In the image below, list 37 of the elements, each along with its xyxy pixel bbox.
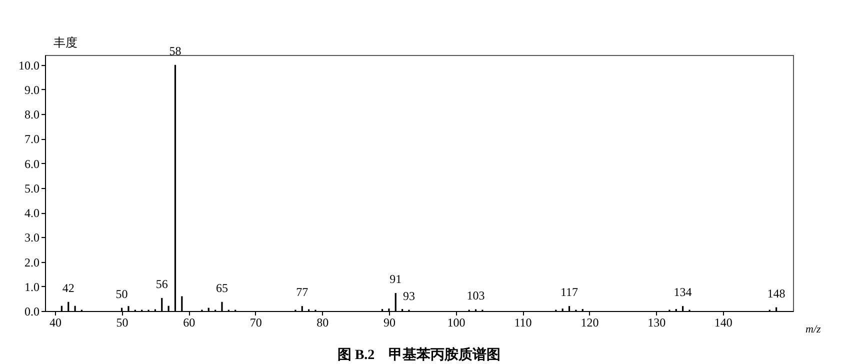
text: 图 B.2 甲基苯丙胺质谱图 — [337, 346, 501, 363]
y-tick-label: 1.0 — [24, 280, 40, 294]
y-tick-label: 4.0 — [24, 206, 40, 220]
annotation: 134 — [674, 285, 692, 300]
x-axis-title: m/z — [806, 324, 822, 336]
x-tick-label: 120 — [580, 316, 599, 330]
y-tick-label: 8.0 — [24, 108, 40, 122]
y-tick-label: 10.0 — [18, 58, 40, 72]
annotation: 50 — [116, 286, 128, 301]
annotation: 56 — [156, 276, 168, 291]
annotation: 58 — [169, 44, 182, 58]
x-tick-label: 80 — [316, 316, 329, 330]
annotation: 103 — [466, 288, 485, 302]
annotation: 117 — [560, 285, 578, 300]
y-tick-label: 6.0 — [24, 156, 40, 171]
annotation: 148 — [767, 286, 786, 300]
y-tick-label: 0.0 — [24, 304, 40, 318]
x-tick-label: 140 — [714, 316, 732, 330]
y-tick-label: 3.0 — [24, 230, 40, 245]
y-axis-title: 丰度 — [54, 36, 78, 50]
x-tick-label: 90 — [383, 316, 396, 330]
annotation: 93 — [402, 288, 415, 303]
annotation: 77 — [296, 285, 308, 300]
annotation: 42 — [62, 280, 74, 295]
y-tick-label: 2.0 — [24, 255, 40, 270]
y-tick-label: 7.0 — [24, 132, 40, 146]
y-tick-label: 9.0 — [24, 82, 40, 97]
annotation: 65 — [216, 280, 228, 295]
x-tick-label: 40 — [50, 316, 62, 330]
annotation: 91 — [390, 272, 402, 286]
y-tick-label: 5.0 — [24, 181, 40, 196]
x-tick-label: 60 — [183, 316, 196, 330]
x-tick-label: 130 — [648, 316, 666, 330]
x-tick-label: 100 — [447, 316, 466, 330]
x-tick-label: 110 — [514, 316, 532, 330]
x-tick-label: 50 — [116, 316, 128, 330]
x-tick-label: 70 — [250, 316, 262, 330]
